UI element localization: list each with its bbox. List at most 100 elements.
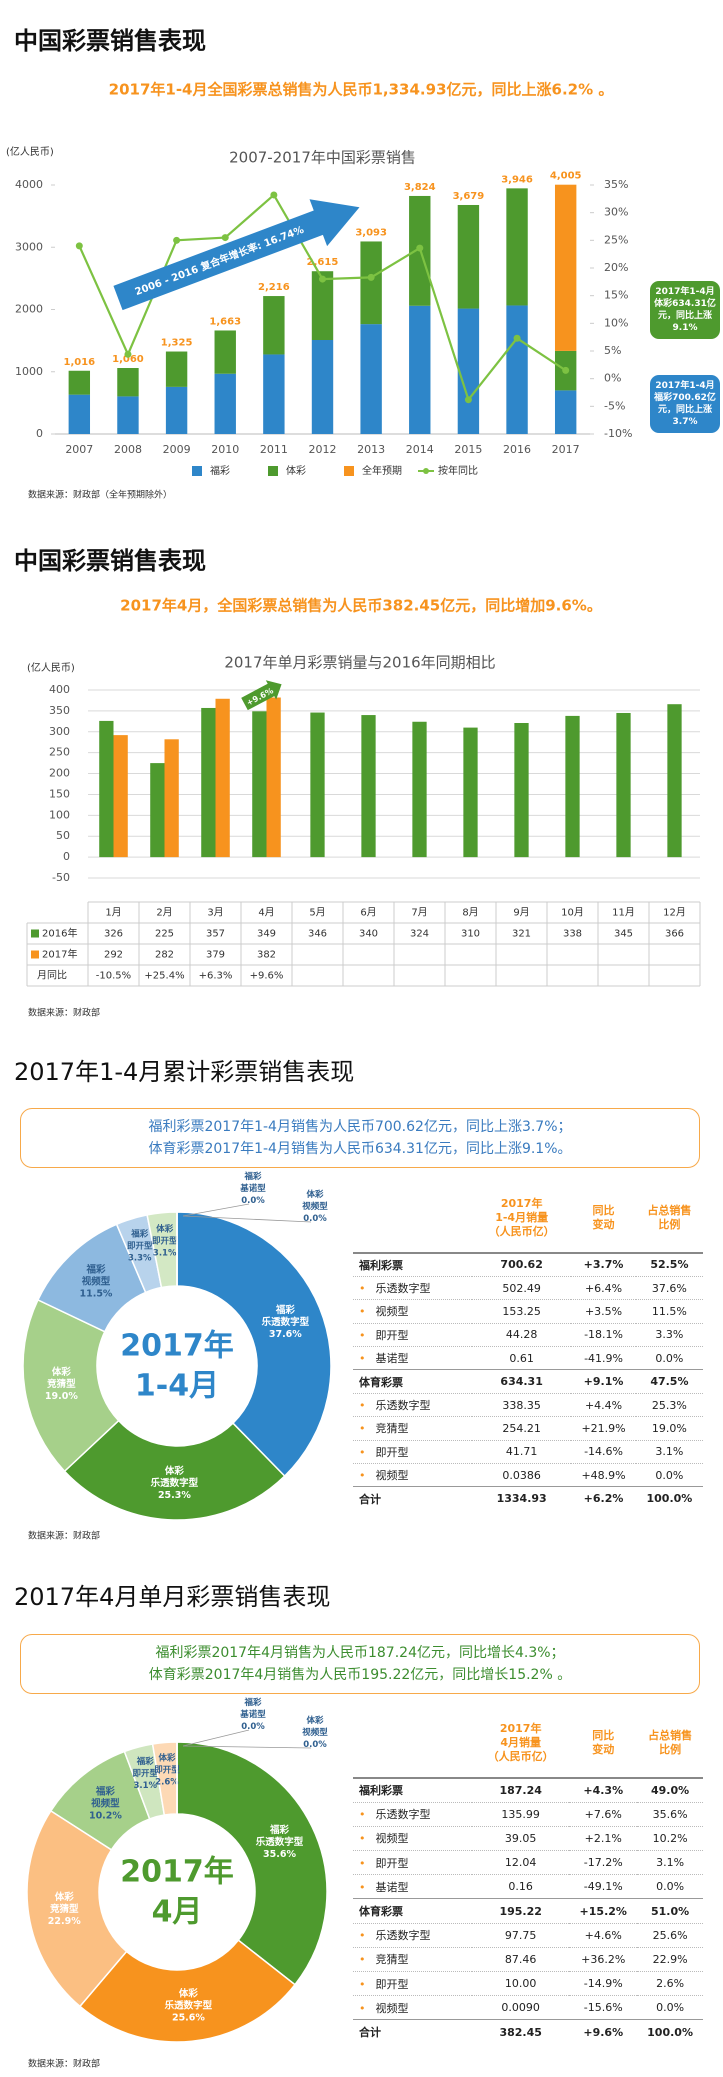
segment-label-line: 乐透数字型 (151, 1476, 199, 1488)
segment-label-line: 19.0% (45, 1390, 78, 1401)
segment-label-line: 3.3% (128, 1253, 152, 1263)
segment-label: 福彩即开型 3.1% (133, 1756, 159, 1791)
header-line: 4月销量 (500, 1735, 541, 1749)
segment-label: 体彩乐透数字型 25.3% (151, 1464, 199, 1500)
table-cell: 51.0% (637, 1898, 703, 1924)
data-table: 2017年 1-4月销量 （人民币亿） 同比 变动 占总销售 比例 福利彩票 700.62 +3.… (353, 1183, 703, 1511)
bar (514, 723, 529, 858)
line-point (173, 236, 181, 244)
donut-segment (176, 1211, 332, 1478)
bar (201, 707, 216, 858)
y2-tick-label: 20% (604, 261, 628, 274)
legend-label: 2017年 (42, 948, 77, 961)
table-cell: 11.5% (635, 1299, 703, 1324)
segment-label-line: 25.6% (172, 2012, 205, 2023)
table-cell: +36.2% (569, 1946, 638, 1972)
table-cell: 338.35 (472, 1392, 572, 1417)
table-cell: 乐透数字型 (353, 1801, 472, 1827)
segment-label-line: 乐透数字型 (256, 1836, 304, 1848)
leader-line (182, 1729, 250, 1747)
line-point (319, 275, 326, 283)
y2-tick-label: 0% (604, 372, 621, 385)
segment-label-line: 福彩 (95, 1785, 116, 1797)
table-cell: 39.05 (472, 1825, 570, 1851)
segment-label-line: 体彩 (306, 1715, 324, 1726)
legend-label: 福彩 (210, 464, 230, 477)
line-point (367, 273, 375, 281)
header-line: 1-4月销量 (495, 1210, 549, 1224)
y-tick-label: 200 (49, 767, 70, 780)
table-cell: 视频型 (353, 1995, 472, 2020)
table-header-cell: 同比 变动 (569, 1708, 638, 1779)
header-line: （人民币亿） (488, 1224, 555, 1238)
bar (113, 735, 128, 858)
legend-marker (423, 468, 429, 474)
segment-label-line: 体彩 (165, 1464, 185, 1476)
summary-line: 福利彩票2017年1-4月销售为人民币700.62亿元，同比上涨3.7%； (148, 1119, 572, 1135)
donut-segment (63, 1419, 286, 1521)
table-cell: 41.71 (472, 1439, 572, 1464)
bar (99, 720, 114, 858)
table-cell: 1334.93 (472, 1486, 572, 1511)
y-tick-label: 250 (49, 746, 70, 759)
center-label: 4月 (152, 1895, 203, 1930)
x-tick-label: 2008 (114, 443, 142, 456)
table-cell: 52.5% (635, 1252, 703, 1277)
table-cell: 87.46 (472, 1946, 570, 1972)
total-label: 3,946 (501, 174, 533, 185)
table-cell: 254.21 (472, 1416, 572, 1441)
table-cell: +4.6% (569, 1922, 638, 1948)
table-cell: -41.9% (571, 1346, 636, 1370)
legend-label: 按年同比 (438, 464, 478, 477)
section-title: 2017年4月单月彩票销售表现 (14, 1583, 330, 1611)
total-label: 1,016 (63, 357, 95, 368)
table-cell: 2.6% (637, 1970, 703, 1996)
table-header-row: 2017年 4月销量 （人民币亿） 同比 变动 占总销售 比例 (353, 1708, 703, 1779)
table-value: 349 (257, 929, 276, 940)
table-cell: 视频型 (353, 1463, 472, 1487)
total-label: 2,615 (307, 257, 339, 268)
table-value: 357 (206, 929, 225, 940)
header-line: 比例 (659, 1742, 682, 1756)
header-line: （人民币亿） (487, 1749, 554, 1763)
table-cell: 0.0090 (472, 1995, 570, 2020)
table-cell: 0.0% (637, 1874, 703, 1899)
segment-label: 福彩视频型 11.5% (79, 1263, 112, 1299)
segment-label: 福彩基诺型 0.0% (239, 1171, 266, 1206)
y-tick-label: 1000 (15, 365, 43, 378)
bar (214, 373, 236, 434)
line-point (416, 244, 424, 252)
y-tick-label: 300 (49, 725, 70, 738)
table-cell: +7.6% (569, 1801, 638, 1827)
table-cell: +3.5% (571, 1299, 636, 1324)
table-cell: +9.6% (569, 2019, 638, 2045)
summary-line: 体育彩票2017年4月销售为人民币195.22亿元，同比增长15.2% 。 (148, 1667, 572, 1683)
table-cell: 竞猜型 (353, 1416, 472, 1441)
table-value: 225 (155, 929, 174, 940)
table-cell: 12.04 (472, 1850, 570, 1875)
y2-tick-label: 10% (604, 316, 628, 329)
section-summary: 2017年4月，全国彩票总销售为人民币382.45亿元，同比增加9.6%。 (120, 597, 602, 615)
x-tick-label: 3月 (207, 907, 223, 919)
x-tick-label: 5月 (309, 907, 325, 919)
table-cell: 19.0% (635, 1416, 703, 1441)
table-cell: -14.6% (571, 1439, 636, 1464)
bar (311, 340, 334, 434)
segment-label-line: 25.3% (158, 1489, 191, 1500)
y-tick-label: 150 (49, 787, 70, 800)
table-cell: -18.1% (571, 1322, 636, 1347)
total-label: 2,216 (258, 282, 290, 293)
table-cell: 竞猜型 (353, 1946, 472, 1972)
table-cell: +3.7% (571, 1252, 636, 1277)
table-cell: 0.0% (635, 1463, 703, 1487)
table-cell: 634.31 (472, 1369, 572, 1394)
segment-label: 福彩基诺型 0.0% (239, 1697, 266, 1732)
row-label: 月同比 (37, 970, 67, 982)
table-value: 379 (206, 950, 225, 961)
segment-label-line: 0.0% (303, 1214, 327, 1224)
bar (360, 241, 382, 325)
table-value: +6.3% (199, 971, 233, 982)
